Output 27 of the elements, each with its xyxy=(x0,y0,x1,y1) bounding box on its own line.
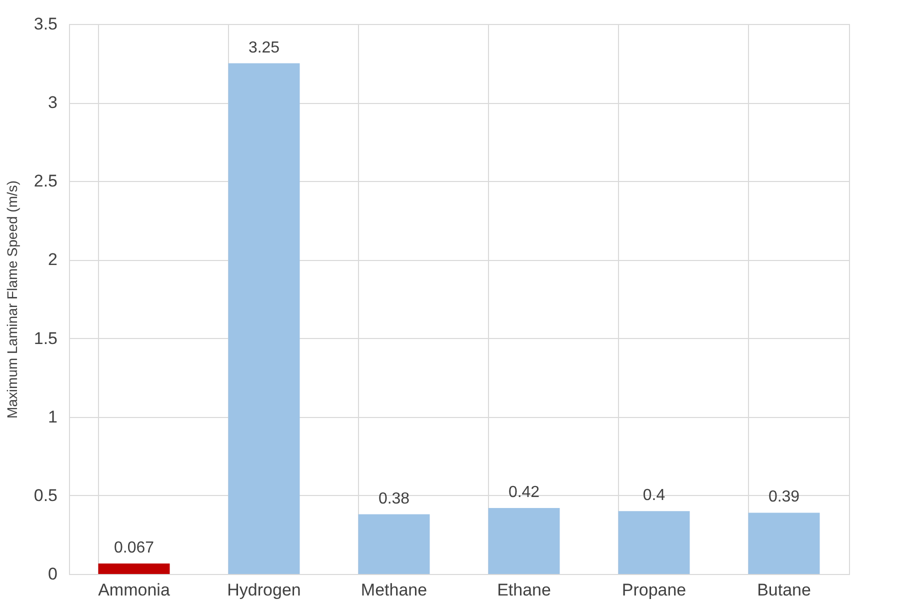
data-label: 0.39 xyxy=(768,488,800,506)
y-tick-label: 3 xyxy=(48,93,58,112)
y-tick-label: 1.5 xyxy=(34,328,58,348)
y-tick-label: 2.5 xyxy=(34,172,58,191)
bar xyxy=(228,63,300,574)
data-label: 0.4 xyxy=(642,487,666,504)
y-tick-label: 1 xyxy=(48,407,58,426)
y-tick-label: 3.5 xyxy=(34,14,58,34)
y-tick-label: 0.5 xyxy=(34,486,58,505)
bar xyxy=(488,508,560,574)
y-tick-label: 2 xyxy=(48,250,58,270)
y-tick-label: 0 xyxy=(48,564,58,584)
data-label: 3.25 xyxy=(248,39,280,56)
x-tick-label: Hydrogen xyxy=(227,580,301,600)
y-axis-title: Maximum Laminar Flame Speed (m/s) xyxy=(4,180,20,419)
bar xyxy=(358,514,430,574)
bar xyxy=(618,511,690,574)
x-tick-label: Ammonia xyxy=(98,580,170,600)
x-tick-label: Butane xyxy=(757,580,811,600)
x-tick-label: Ethane xyxy=(497,580,551,600)
x-tick-label: Propane xyxy=(622,580,686,600)
data-label: 0.42 xyxy=(508,484,540,501)
data-label: 0.067 xyxy=(114,539,154,556)
data-label: 0.38 xyxy=(378,490,410,508)
bar xyxy=(748,512,820,574)
bar xyxy=(98,563,170,574)
x-tick-label: Methane xyxy=(360,580,428,600)
